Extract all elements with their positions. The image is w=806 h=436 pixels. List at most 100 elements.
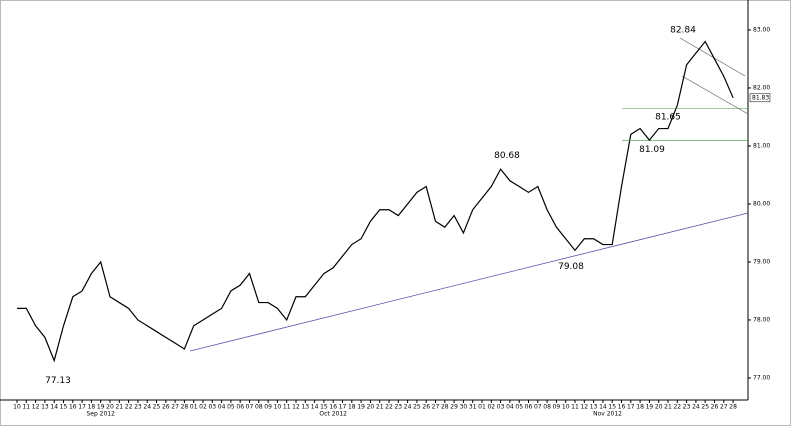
x-tick-label: 23 [134,404,142,411]
x-tick-label: 29 [450,404,458,411]
x-tick-label: 25 [413,404,421,411]
x-tick-label: 12 [32,404,40,411]
x-tick-label: 17 [339,404,347,411]
x-tick-label: 28 [729,404,737,411]
x-tick-label: 24 [404,404,412,411]
x-tick-label: 28 [181,404,189,411]
x-tick-label: 05 [227,404,235,411]
x-tick-label: 13 [301,404,309,411]
x-tick-label: 22 [673,404,681,411]
x-tick-label: 10 [562,404,570,411]
x-tick-label: 18 [636,404,644,411]
x-tick-label: 17 [627,404,635,411]
x-tick-label: 14 [50,404,58,411]
x-tick-label: 20 [367,404,375,411]
channel-line [681,75,749,115]
x-tick-label: 11 [283,404,291,411]
channel-line [679,37,746,77]
y-tick-label: 82.00 [753,84,770,91]
x-tick-label: 18 [88,404,96,411]
y-tick-label: 83.00 [753,26,770,33]
annotation: 81.65 [655,113,681,123]
x-tick-label: 02 [487,404,495,411]
x-tick-label: 19 [646,404,654,411]
last-value-box [749,93,771,103]
x-tick-label: 28 [441,404,449,411]
y-tick-label: 80.00 [753,200,770,207]
x-tick-label: 12 [292,404,300,411]
x-tick-label: 26 [422,404,430,411]
x-tick-label: 13 [41,404,49,411]
x-tick-label: 31 [469,404,477,411]
x-tick-label: 12 [580,404,588,411]
x-tick-label: 20 [655,404,663,411]
x-tick-label: 21 [664,404,672,411]
trend-line [189,212,749,352]
x-tick-label: 26 [711,404,719,411]
annotation: 80.68 [494,151,520,161]
x-tick-label: 04 [218,404,226,411]
x-tick-label: 23 [683,404,691,411]
x-tick-label: 13 [590,404,598,411]
x-tick-label: 16 [329,404,337,411]
month-label: Nov 2012 [593,411,622,418]
x-tick-label: 06 [236,404,244,411]
x-tick-label: 10 [13,404,21,411]
annotation: 82.84 [670,26,696,36]
x-tick-label: 04 [506,404,514,411]
x-tick-label: 14 [599,404,607,411]
x-tick-label: 09 [264,404,272,411]
annotation: 77.13 [45,376,71,386]
price-line [17,40,734,363]
x-tick-label: 30 [460,404,468,411]
x-tick-label: 27 [432,404,440,411]
x-tick-label: 14 [311,404,319,411]
x-tick-label: 20 [106,404,114,411]
x-tick-label: 24 [143,404,151,411]
x-tick-label: 08 [543,404,551,411]
x-tick-label: 15 [608,404,616,411]
x-tick-label: 02 [199,404,207,411]
x-tick-label: 21 [376,404,384,411]
x-tick-label: 03 [208,404,216,411]
x-tick-label: 16 [69,404,77,411]
x-tick-label: 25 [701,404,709,411]
x-tick-label: 19 [357,404,365,411]
frame [0,0,791,426]
x-tick-label: 15 [60,404,68,411]
x-tick-label: 08 [255,404,263,411]
x-tick-label: 27 [720,404,728,411]
y-tick-label: 79.00 [753,258,770,265]
y-tick-label: 81.00 [753,142,770,149]
x-tick-label: 19 [97,404,105,411]
y-tick-label: 78.00 [753,316,770,323]
month-label: Sep 2012 [86,411,115,418]
month-label: Oct 2012 [319,411,347,418]
x-tick-label: 07 [246,404,254,411]
x-tick-label: 03 [497,404,505,411]
x-tick-label: 01 [478,404,486,411]
x-tick-label: 09 [553,404,561,411]
annotation: 79.08 [558,262,584,272]
x-tick-label: 18 [348,404,356,411]
x-tick-label: 11 [571,404,579,411]
x-tick-label: 05 [515,404,523,411]
x-tick-label: 15 [320,404,328,411]
x-tick-label: 06 [525,404,533,411]
y-tick-label: 77.00 [753,374,770,381]
x-tick-label: 01 [190,404,198,411]
annotation: 81.09 [639,145,665,155]
x-tick-label: 26 [162,404,170,411]
x-tick-label: 22 [385,404,393,411]
x-tick-label: 21 [115,404,123,411]
x-tick-label: 24 [692,404,700,411]
x-tick-label: 22 [125,404,133,411]
x-tick-label: 23 [394,404,402,411]
x-tick-label: 07 [534,404,542,411]
x-tick-label: 25 [153,404,161,411]
x-tick-label: 10 [274,404,282,411]
x-tick-label: 27 [171,404,179,411]
x-tick-label: 17 [78,404,86,411]
last-value-label: 81.83 [752,94,769,101]
